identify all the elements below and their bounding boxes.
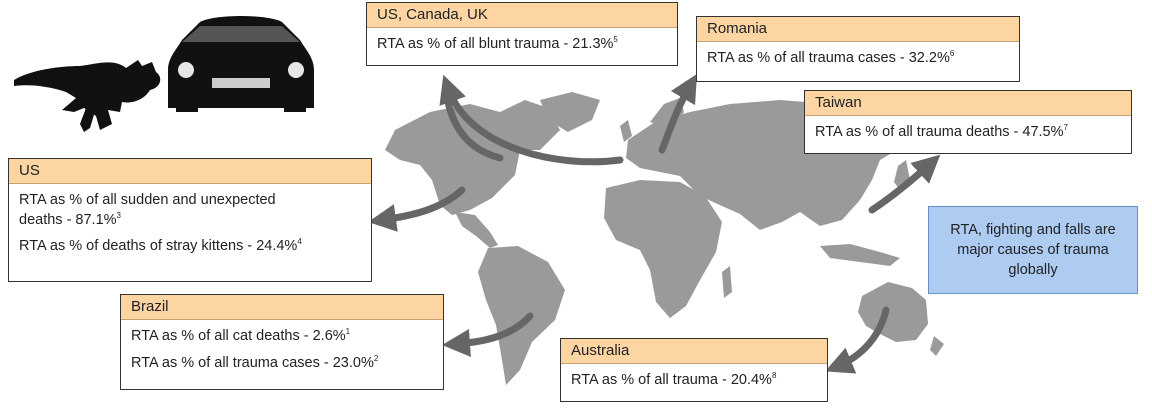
- stat-text: RTA as % of all sudden and unexpected de…: [19, 192, 276, 228]
- reference-number: 4: [297, 237, 302, 247]
- stat-row: RTA as % of all blunt trauma - 21.3%5: [367, 28, 677, 62]
- car-icon: [168, 16, 314, 112]
- madagascar-shape: [722, 266, 732, 298]
- stat-text: RTA as % of all trauma cases - 32.2%: [707, 50, 950, 67]
- north-america-shape: [385, 100, 560, 215]
- africa-shape: [604, 180, 722, 318]
- central-america-shape: [455, 212, 498, 248]
- arrow-to-australia: [825, 306, 890, 374]
- running-cat-icon: [14, 60, 161, 132]
- arrow-to-us-canada-uk-2: [442, 88, 504, 162]
- reference-number: 3: [116, 210, 121, 220]
- box-taiwan: Taiwan RTA as % of all trauma deaths - 4…: [804, 90, 1132, 154]
- arrow-to-brazil: [442, 312, 534, 357]
- stat-text: RTA as % of all trauma - 20.4%: [571, 372, 772, 389]
- greenland-shape: [540, 92, 600, 132]
- region-title: US, Canada, UK: [367, 3, 677, 29]
- stat-text: RTA as % of all cat deaths - 2.6%: [131, 328, 346, 345]
- box-us-canada-uk: US, Canada, UK RTA as % of all blunt tra…: [366, 2, 678, 66]
- reference-number: 1: [345, 327, 351, 337]
- south-america-shape: [478, 246, 565, 385]
- stat-row: RTA as % of all trauma cases - 23.0%2: [121, 347, 443, 381]
- summary-callout: RTA, fighting and falls are major causes…: [928, 206, 1138, 294]
- stat-row: RTA as % of all cat deaths - 2.6%1: [121, 320, 443, 347]
- region-title: Romania: [697, 17, 1019, 43]
- region-title: US: [9, 159, 371, 185]
- stat-text: RTA as % of all trauma cases - 23.0%: [131, 354, 374, 371]
- reference-number: 7: [1063, 123, 1068, 133]
- stat-text: RTA as % of deaths of stray kittens - 24…: [19, 238, 298, 255]
- reference-number: 8: [771, 371, 777, 381]
- uk-shape: [620, 120, 632, 142]
- summary-text: RTA, fighting and falls are major causes…: [950, 221, 1116, 279]
- box-brazil: Brazil RTA as % of all cat deaths - 2.6%…: [120, 294, 444, 390]
- indonesia-shape: [820, 244, 900, 266]
- reference-number: 5: [613, 35, 618, 45]
- box-australia: Australia RTA as % of all trauma - 20.4%…: [560, 338, 828, 402]
- stat-row: RTA as % of all trauma deaths - 47.5%7: [805, 116, 1131, 150]
- stat-text: RTA as % of all trauma deaths - 47.5%: [815, 124, 1064, 141]
- new-zealand-shape: [930, 336, 944, 356]
- box-us: US RTA as % of all sudden and unexpected…: [8, 158, 372, 282]
- stat-row: RTA as % of deaths of stray kittens - 24…: [9, 230, 371, 264]
- arrow-to-romania: [658, 73, 698, 154]
- arrow-to-us: [368, 186, 466, 232]
- australia-shape: [858, 282, 928, 342]
- stat-row: RTA as % of all sudden and unexpected de…: [9, 184, 329, 230]
- region-title: Australia: [561, 339, 827, 365]
- region-title: Taiwan: [805, 91, 1131, 117]
- stat-text: RTA as % of all blunt trauma - 21.3%: [377, 36, 614, 53]
- arrow-to-us-canada-uk-1: [439, 74, 624, 166]
- box-romania: Romania RTA as % of all trauma cases - 3…: [696, 16, 1020, 82]
- arrow-to-taiwan: [868, 154, 941, 214]
- stat-row: RTA as % of all trauma - 20.4%8: [561, 364, 827, 398]
- stat-row: RTA as % of all trauma cases - 32.2%6: [697, 42, 1019, 76]
- region-title: Brazil: [121, 295, 443, 321]
- reference-number: 6: [949, 49, 955, 59]
- reference-number: 2: [373, 353, 379, 363]
